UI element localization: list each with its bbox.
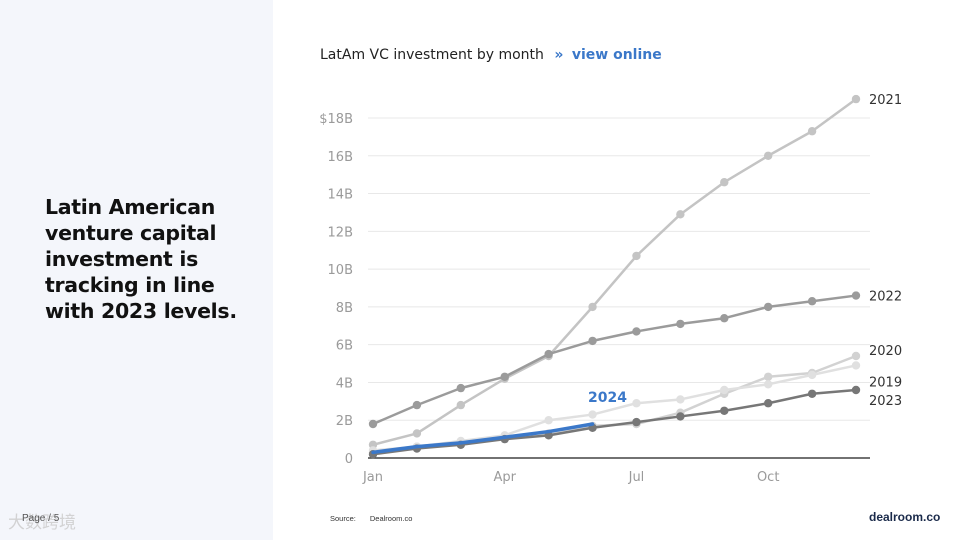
y-tick-label: 4B xyxy=(336,376,353,391)
x-tick-label: Jan xyxy=(362,470,383,485)
series-label-2024: 2024 xyxy=(588,390,627,406)
series-line-2019 xyxy=(371,364,858,452)
x-axis: Jan Apr Jul Oct xyxy=(362,470,779,485)
chart-title-text: LatAm VC investment by month xyxy=(320,47,544,63)
series-line-2024 xyxy=(371,422,595,455)
series-lines xyxy=(368,94,861,459)
y-tick-label: 0 xyxy=(345,452,353,467)
data-point-2023 xyxy=(676,412,685,421)
series-label-2022: 2022 xyxy=(869,290,902,305)
headline: Latin American venture capital investmen… xyxy=(45,195,237,323)
data-point-2020 xyxy=(763,372,773,381)
page-number: Page / 5 xyxy=(22,513,60,524)
series-line-2023 xyxy=(371,388,858,456)
data-point-2021 xyxy=(720,178,729,187)
data-point-2019 xyxy=(807,370,817,380)
data-point-2021 xyxy=(456,400,466,410)
data-point-2022 xyxy=(412,400,422,410)
data-point-2021 xyxy=(676,210,685,219)
data-point-2023 xyxy=(763,399,773,408)
data-point-2019 xyxy=(632,399,641,408)
data-point-2019 xyxy=(763,380,773,389)
data-point-2019 xyxy=(851,361,861,370)
data-point-2022 xyxy=(368,419,378,429)
view-online-link[interactable]: view online xyxy=(571,47,662,63)
data-point-2022 xyxy=(588,336,597,346)
data-point-2019 xyxy=(720,385,729,395)
brand-logo[interactable]: dealroom.co xyxy=(869,510,941,524)
series-label-2021: 2021 xyxy=(869,93,902,108)
series-line-2022 xyxy=(371,294,858,426)
data-point-2022 xyxy=(632,327,641,336)
chart-title: LatAm VC investment by month » view onli… xyxy=(320,47,662,63)
data-point-2021 xyxy=(412,429,422,438)
y-tick-label: 10B xyxy=(328,263,353,278)
data-point-2019 xyxy=(676,395,685,404)
data-point-2019 xyxy=(544,416,553,425)
data-point-2022 xyxy=(544,349,553,359)
y-tick-label: 12B xyxy=(328,225,353,240)
data-point-2022 xyxy=(456,383,466,393)
y-tick-label: 16B xyxy=(328,150,353,165)
y-axis: 0 2B 4B 6B 8B 10B 12B 14B 16B $18B xyxy=(319,112,353,467)
data-point-2023 xyxy=(851,385,861,395)
data-point-2023 xyxy=(632,417,641,427)
grid-lines xyxy=(368,117,870,459)
source: Source: Dealroom.co xyxy=(330,514,412,523)
y-tick-label: 8B xyxy=(336,301,353,316)
watermark: 大数跨境 xyxy=(8,513,76,532)
series-label-2020: 2020 xyxy=(869,344,902,359)
series-label-2019: 2019 xyxy=(869,375,902,390)
x-tick-label: Jul xyxy=(628,470,645,485)
source-value: Dealroom.co xyxy=(369,514,413,523)
y-tick-label: 14B xyxy=(328,188,353,203)
data-point-2019 xyxy=(588,410,597,419)
y-tick-label: 6B xyxy=(336,339,353,354)
left-panel xyxy=(0,0,273,540)
data-point-2021 xyxy=(807,127,817,136)
data-point-2023 xyxy=(807,389,817,398)
data-point-2022 xyxy=(720,314,729,323)
double-chevron-icon: » xyxy=(554,47,564,63)
data-point-2021 xyxy=(763,151,773,160)
source-label: Source: xyxy=(330,514,356,523)
series-labels: 2021 2022 2020 2019 2023 2024 xyxy=(588,93,902,409)
series-line-2021 xyxy=(371,97,858,447)
data-point-2022 xyxy=(851,291,861,300)
data-point-2020 xyxy=(851,351,861,361)
y-tick-label: $18B xyxy=(319,112,353,127)
x-tick-label: Apr xyxy=(493,470,516,485)
y-tick-label: 2B xyxy=(336,414,353,429)
x-tick-label: Oct xyxy=(757,470,779,485)
data-point-2022 xyxy=(500,372,509,381)
series-label-2023: 2023 xyxy=(869,394,902,409)
data-point-2022 xyxy=(763,302,773,312)
data-point-2023 xyxy=(720,406,729,415)
data-point-2021 xyxy=(632,251,641,261)
data-point-2021 xyxy=(588,302,597,312)
data-point-2022 xyxy=(807,297,817,306)
data-point-2022 xyxy=(676,319,685,329)
data-point-2021 xyxy=(851,94,861,104)
